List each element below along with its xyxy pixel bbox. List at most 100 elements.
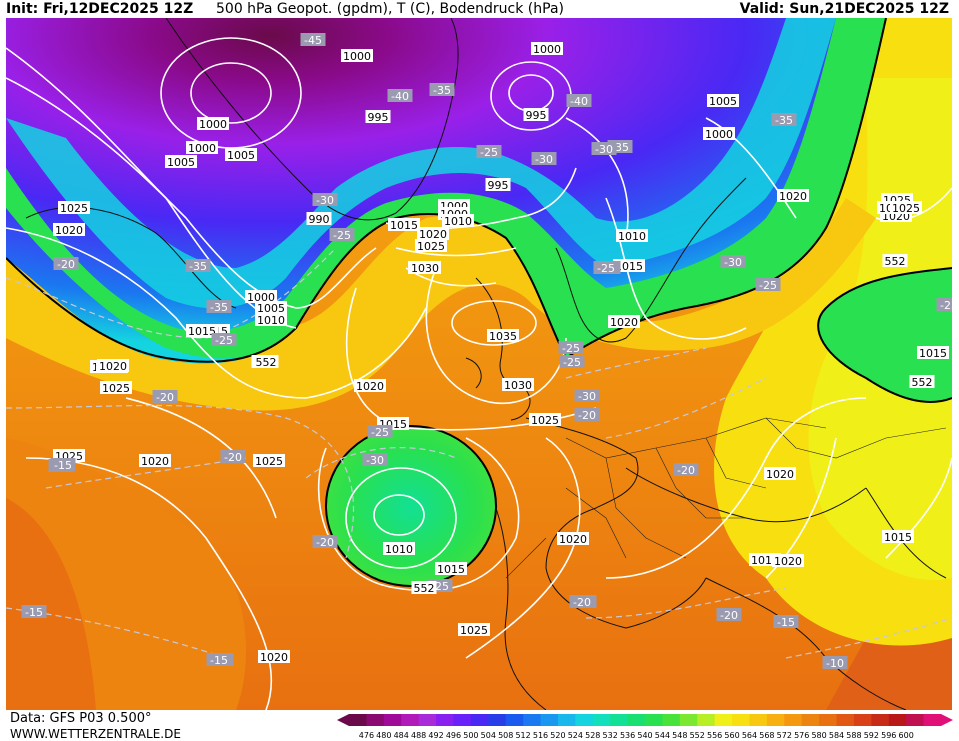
colorbar-legend: 476 480 484 488 492 496 500 504 508 512 516 520 524 5…	[337, 714, 953, 740]
temperature-label-box	[312, 535, 338, 548]
pressure-label-text: 1015	[615, 260, 643, 273]
pressure-label: 990	[306, 212, 332, 226]
pressure-label: 1020	[764, 467, 796, 481]
contour-label-text: 552	[256, 356, 277, 369]
temperature-label-text: -35	[775, 114, 793, 127]
pressure-label-text: 1025	[892, 202, 920, 215]
temperature-label-box	[152, 390, 178, 403]
temperature-label-box	[822, 656, 848, 669]
pressure-label: 1010	[255, 313, 287, 327]
pressure-label: 1000	[703, 127, 735, 141]
pressure-label-text: 1010	[385, 543, 413, 556]
temperature-label: -30	[720, 255, 746, 269]
temperature-label-text: -10	[826, 657, 844, 670]
pressure-label-text: 995	[368, 111, 389, 124]
pressure-label-box	[100, 381, 132, 394]
colorbar-swatch	[627, 714, 646, 726]
pressure-label: 1020	[417, 227, 449, 241]
colorbar-swatch	[383, 714, 402, 726]
temperature-label: -20	[574, 408, 600, 422]
colorbar-tick-label: 560	[724, 731, 739, 740]
colorbar-swatch	[505, 714, 524, 726]
colorbar-swatch	[923, 714, 942, 726]
temperature-labels: -45-40-40-35-35-40-25-30-35-30-25-30-20-…	[21, 33, 952, 670]
pressure-label-text: 1020	[419, 228, 447, 241]
pressure-label-text: 1010	[257, 314, 285, 327]
pressure-label-text: 1030	[411, 262, 439, 275]
pressure-label-box	[383, 542, 415, 555]
colorbar-swatch	[906, 714, 925, 726]
colorbar-swatch	[540, 714, 559, 726]
pressure-label-box	[409, 261, 441, 274]
colorbar-swatch	[349, 714, 367, 726]
temperature-label-text: -35	[210, 301, 228, 314]
temperature-label: -20	[152, 390, 178, 404]
pressure-label-text: 1025	[531, 414, 559, 427]
colorbar-swatch	[888, 714, 907, 726]
pressure-label: 1020	[777, 189, 809, 203]
pressure-label-box	[435, 562, 467, 575]
temperature-label-text: -25	[759, 279, 777, 292]
warm-southwest	[6, 498, 96, 710]
colorbar-tick-label: 596	[881, 731, 896, 740]
temperature-label: -35	[206, 300, 232, 314]
pressure-label: 995	[523, 108, 549, 122]
colorbar-tick-label: 488	[411, 731, 426, 740]
temperature-label: -25	[558, 341, 584, 355]
temperature-label-box	[367, 425, 393, 438]
temperature-label-box	[591, 142, 617, 155]
pressure-label: 1025	[58, 201, 90, 215]
pressure-label: 1000	[197, 117, 229, 131]
temperature-label-text: -20	[156, 391, 174, 404]
pressure-label-box	[882, 530, 914, 543]
temperature-label: -25	[755, 278, 781, 292]
colorbar-tick-label: 540	[637, 731, 652, 740]
temperature-label-text: -15	[210, 654, 228, 667]
pressure-label-text: 1015	[390, 219, 418, 232]
temperature-label-text: -25	[940, 299, 952, 312]
temperature-label-text: -40	[570, 95, 588, 108]
pressure-label-text: 1020	[55, 224, 83, 237]
temperature-label-text: -20	[57, 258, 75, 271]
pressure-label-text: 1000	[199, 118, 227, 131]
colorbar-tick-label: 496	[446, 731, 461, 740]
colorbar-tick-label: 548	[672, 731, 687, 740]
pressure-label: 1020	[557, 532, 589, 546]
temperature-label-box	[206, 653, 232, 666]
contour-label-text: 552	[414, 582, 435, 595]
pressure-label-box	[707, 94, 739, 107]
pressure-label-text: 1005	[709, 95, 737, 108]
colorbar-swatch	[714, 714, 733, 726]
temperature-label-text: -35	[189, 260, 207, 273]
pressure-label-text: 990	[309, 213, 330, 226]
east-cold-pool	[818, 268, 952, 402]
contour-552-low	[325, 425, 497, 587]
temperature-label: -25	[476, 145, 502, 159]
pressure-label: 1025	[253, 454, 285, 468]
pressure-label-box	[225, 148, 257, 161]
temperature-label-box	[387, 89, 413, 102]
colorbar-swatch	[871, 714, 890, 726]
temperature-label-box	[755, 278, 781, 291]
temperature-label-text: -30	[535, 153, 553, 166]
pressure-label-text: 1010	[444, 215, 472, 228]
temperature-label: -40	[566, 94, 592, 108]
pressure-label-box	[417, 227, 449, 240]
pressure-label-text: 1025	[255, 455, 283, 468]
contour-label: 552	[411, 581, 437, 595]
pressure-label-text: 1020	[260, 651, 288, 664]
pressure-label-box	[485, 178, 511, 191]
pressure-label-text: 1000	[343, 50, 371, 63]
temperature-label-box	[429, 83, 455, 96]
pressure-label: 1020	[53, 223, 85, 237]
pressure-label-box	[197, 117, 229, 130]
temperature-label-box	[569, 595, 595, 608]
temperature-label-box	[773, 615, 799, 628]
temperature-label-box	[362, 453, 388, 466]
temperature-label: -30	[574, 389, 600, 403]
colorbar-swatch	[836, 714, 855, 726]
pressure-label: 1000	[186, 141, 218, 155]
colorbar-swatch	[523, 714, 542, 726]
pressure-label-box	[255, 301, 287, 314]
